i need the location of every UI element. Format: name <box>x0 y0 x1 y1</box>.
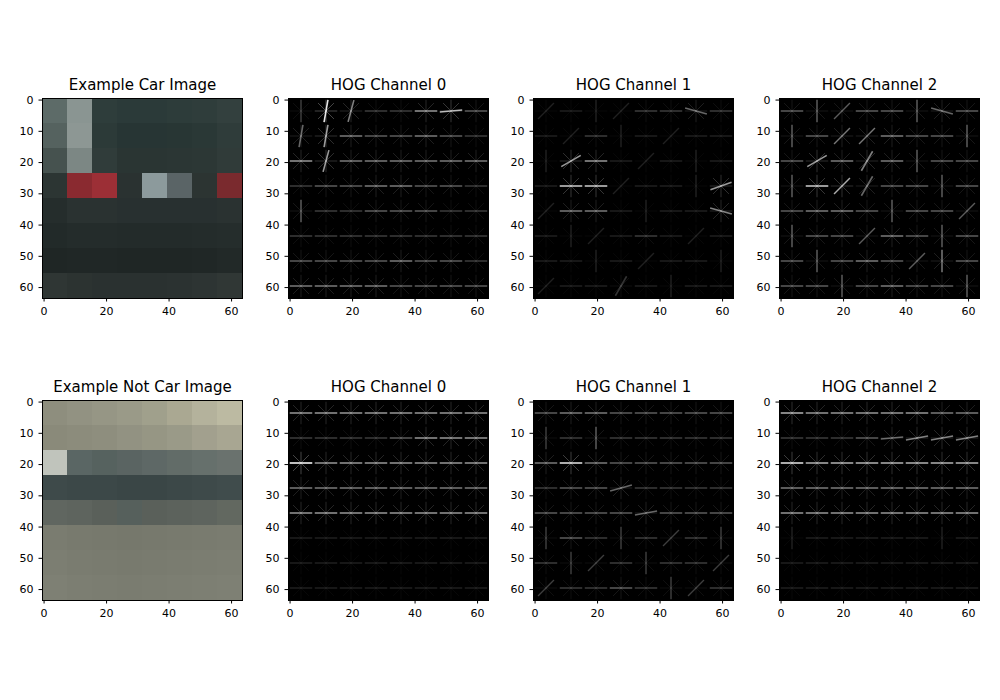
svg-text:20: 20 <box>100 607 114 620</box>
svg-text:40: 40 <box>265 521 279 534</box>
svg-text:40: 40 <box>756 521 770 534</box>
svg-text:20: 20 <box>756 156 770 169</box>
svg-text:HOG Channel 1: HOG Channel 1 <box>576 378 691 396</box>
svg-text:60: 60 <box>265 281 279 294</box>
svg-text:60: 60 <box>511 583 525 596</box>
svg-text:40: 40 <box>20 219 34 232</box>
svg-text:40: 40 <box>20 521 34 534</box>
svg-text:30: 30 <box>265 489 279 502</box>
svg-text:HOG Channel 0: HOG Channel 0 <box>330 378 445 396</box>
svg-text:40: 40 <box>265 219 279 232</box>
svg-text:0: 0 <box>518 94 525 107</box>
svg-text:60: 60 <box>225 607 239 620</box>
svg-text:20: 20 <box>345 607 359 620</box>
svg-text:HOG Channel 1: HOG Channel 1 <box>576 76 691 94</box>
svg-text:0: 0 <box>763 94 770 107</box>
svg-text:0: 0 <box>532 305 539 318</box>
svg-text:0: 0 <box>286 305 293 318</box>
svg-text:0: 0 <box>272 396 279 409</box>
svg-text:HOG Channel 0: HOG Channel 0 <box>330 76 445 94</box>
svg-text:20: 20 <box>511 156 525 169</box>
svg-text:HOG Channel 2: HOG Channel 2 <box>822 378 937 396</box>
svg-text:20: 20 <box>345 305 359 318</box>
svg-text:20: 20 <box>836 305 850 318</box>
svg-text:20: 20 <box>100 305 114 318</box>
svg-text:60: 60 <box>756 281 770 294</box>
svg-text:20: 20 <box>756 458 770 471</box>
svg-text:10: 10 <box>511 427 525 440</box>
svg-text:10: 10 <box>265 125 279 138</box>
svg-text:40: 40 <box>408 607 422 620</box>
svg-text:HOG Channel 2: HOG Channel 2 <box>822 76 937 94</box>
svg-text:30: 30 <box>265 187 279 200</box>
svg-text:60: 60 <box>716 607 730 620</box>
svg-text:10: 10 <box>20 125 34 138</box>
svg-text:10: 10 <box>511 125 525 138</box>
svg-text:20: 20 <box>591 305 605 318</box>
svg-text:40: 40 <box>511 219 525 232</box>
svg-text:50: 50 <box>20 552 34 565</box>
svg-text:40: 40 <box>162 607 176 620</box>
svg-text:60: 60 <box>470 305 484 318</box>
svg-text:20: 20 <box>836 607 850 620</box>
svg-text:20: 20 <box>511 458 525 471</box>
svg-text:50: 50 <box>756 250 770 263</box>
svg-text:60: 60 <box>961 607 975 620</box>
svg-text:50: 50 <box>511 552 525 565</box>
svg-text:60: 60 <box>20 281 34 294</box>
svg-text:0: 0 <box>27 396 34 409</box>
svg-text:0: 0 <box>763 396 770 409</box>
svg-text:40: 40 <box>899 607 913 620</box>
svg-text:0: 0 <box>518 396 525 409</box>
svg-text:30: 30 <box>20 489 34 502</box>
svg-text:0: 0 <box>27 94 34 107</box>
svg-text:60: 60 <box>961 305 975 318</box>
svg-text:0: 0 <box>41 305 48 318</box>
svg-text:0: 0 <box>777 305 784 318</box>
svg-text:40: 40 <box>511 521 525 534</box>
svg-text:40: 40 <box>899 305 913 318</box>
svg-text:50: 50 <box>511 250 525 263</box>
svg-text:0: 0 <box>777 607 784 620</box>
svg-text:30: 30 <box>756 187 770 200</box>
svg-text:40: 40 <box>162 305 176 318</box>
svg-text:20: 20 <box>265 458 279 471</box>
svg-text:0: 0 <box>41 607 48 620</box>
svg-text:Example Car Image: Example Car Image <box>69 76 216 94</box>
svg-text:40: 40 <box>653 305 667 318</box>
svg-text:10: 10 <box>756 125 770 138</box>
svg-text:60: 60 <box>716 305 730 318</box>
svg-text:60: 60 <box>265 583 279 596</box>
svg-text:0: 0 <box>532 607 539 620</box>
svg-text:60: 60 <box>20 583 34 596</box>
svg-text:10: 10 <box>20 427 34 440</box>
svg-text:20: 20 <box>265 156 279 169</box>
svg-text:10: 10 <box>265 427 279 440</box>
svg-text:50: 50 <box>756 552 770 565</box>
svg-text:0: 0 <box>286 607 293 620</box>
svg-text:20: 20 <box>591 607 605 620</box>
svg-text:40: 40 <box>653 607 667 620</box>
svg-text:50: 50 <box>265 250 279 263</box>
svg-text:60: 60 <box>470 607 484 620</box>
svg-text:60: 60 <box>511 281 525 294</box>
svg-text:20: 20 <box>20 156 34 169</box>
svg-text:30: 30 <box>511 187 525 200</box>
svg-text:20: 20 <box>20 458 34 471</box>
svg-text:60: 60 <box>756 583 770 596</box>
svg-text:40: 40 <box>408 305 422 318</box>
svg-text:60: 60 <box>225 305 239 318</box>
svg-text:50: 50 <box>265 552 279 565</box>
svg-text:40: 40 <box>756 219 770 232</box>
svg-text:Example Not Car Image: Example Not Car Image <box>53 378 231 396</box>
svg-text:30: 30 <box>511 489 525 502</box>
svg-text:30: 30 <box>20 187 34 200</box>
svg-text:50: 50 <box>20 250 34 263</box>
svg-text:0: 0 <box>272 94 279 107</box>
svg-text:30: 30 <box>756 489 770 502</box>
svg-text:10: 10 <box>756 427 770 440</box>
